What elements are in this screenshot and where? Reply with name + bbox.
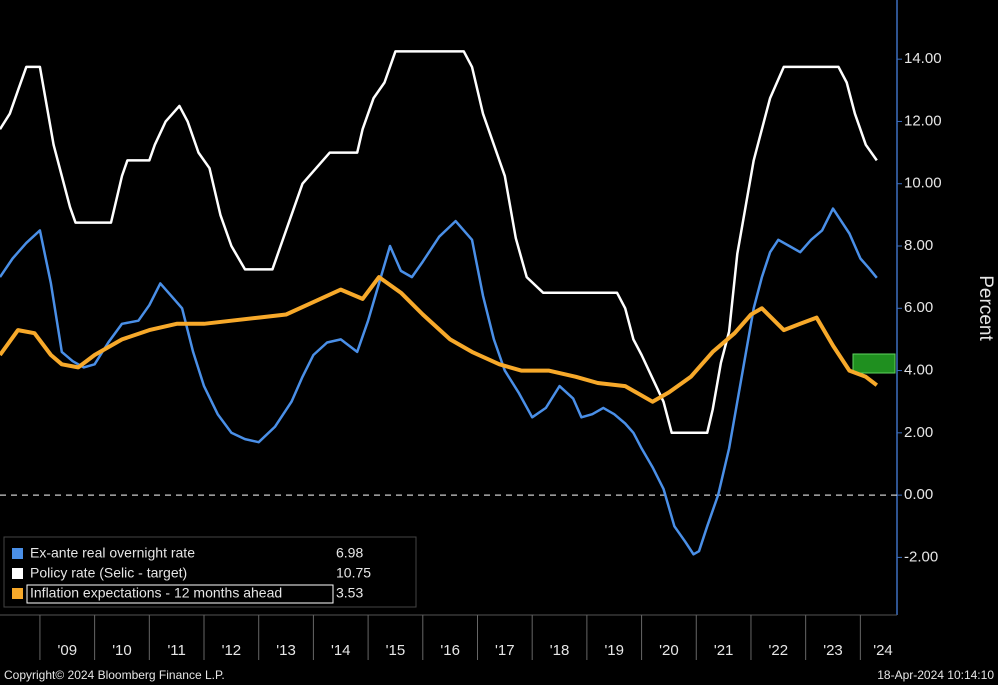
x-tick-label: '09 (57, 642, 77, 659)
y-tick-label: 12.00 (904, 112, 942, 129)
x-tick-label: '23 (823, 642, 843, 659)
legend-box (3, 536, 417, 608)
legend: Ex-ante real overnight rate 6.98 Policy ra… (3, 536, 417, 608)
y-tick-label: 2.00 (904, 424, 933, 441)
plot: -2.00 0.00 2.00 4.00 6.00 8.00 10.00 12.00 14.00… (0, 0, 942, 660)
x-tick-label: '16 (440, 642, 460, 659)
legend-value: 6.98 (336, 545, 363, 561)
x-tick-label: '10 (112, 642, 132, 659)
legend-value: 3.53 (336, 585, 363, 601)
x-tick-label: '21 (714, 642, 734, 659)
y-tick-label: 4.00 (904, 362, 933, 379)
y-tick-label: 0.00 (904, 486, 933, 503)
series-line (0, 207, 878, 556)
y-tick-label: 8.00 (904, 237, 933, 254)
legend-value: 10.75 (336, 565, 371, 581)
legend-label: Policy rate (Selic - target) (30, 565, 187, 581)
series-line (0, 50, 878, 435)
legend-swatch (12, 568, 23, 579)
x-tick-label: '19 (604, 642, 624, 659)
x-tick-label: '20 (659, 642, 679, 659)
x-tick-label: '15 (386, 642, 406, 659)
x-tick-label: '18 (550, 642, 570, 659)
x-tick-label: '11 (167, 642, 185, 659)
legend-label: Ex-ante real overnight rate (30, 545, 195, 561)
legend-swatch (12, 548, 23, 559)
y-tick-label: 6.00 (904, 299, 933, 316)
timestamp: 18-Apr-2024 10:14:10 (877, 668, 994, 682)
copyright: Copyright© 2024 Bloomberg Finance L.P. (4, 668, 225, 682)
highlight-box (852, 353, 896, 374)
legend-swatch (12, 588, 23, 599)
x-tick-label: '14 (331, 642, 351, 659)
x-tick-label: '12 (222, 642, 242, 659)
legend-highlight (26, 584, 334, 604)
y-tick-label: 14.00 (904, 50, 942, 67)
y-tick-label: 10.00 (904, 175, 942, 192)
legend-label: Inflation expectations - 12 months ahead (30, 585, 282, 601)
y-axis-label: Percent (975, 275, 996, 341)
y-tick-label: -2.00 (904, 548, 938, 565)
x-tick-label: '22 (769, 642, 789, 659)
x-tick-label: '17 (495, 642, 515, 659)
series-line (0, 275, 879, 404)
x-tick-label: '24 (873, 642, 893, 659)
x-tick-label: '13 (276, 642, 296, 659)
